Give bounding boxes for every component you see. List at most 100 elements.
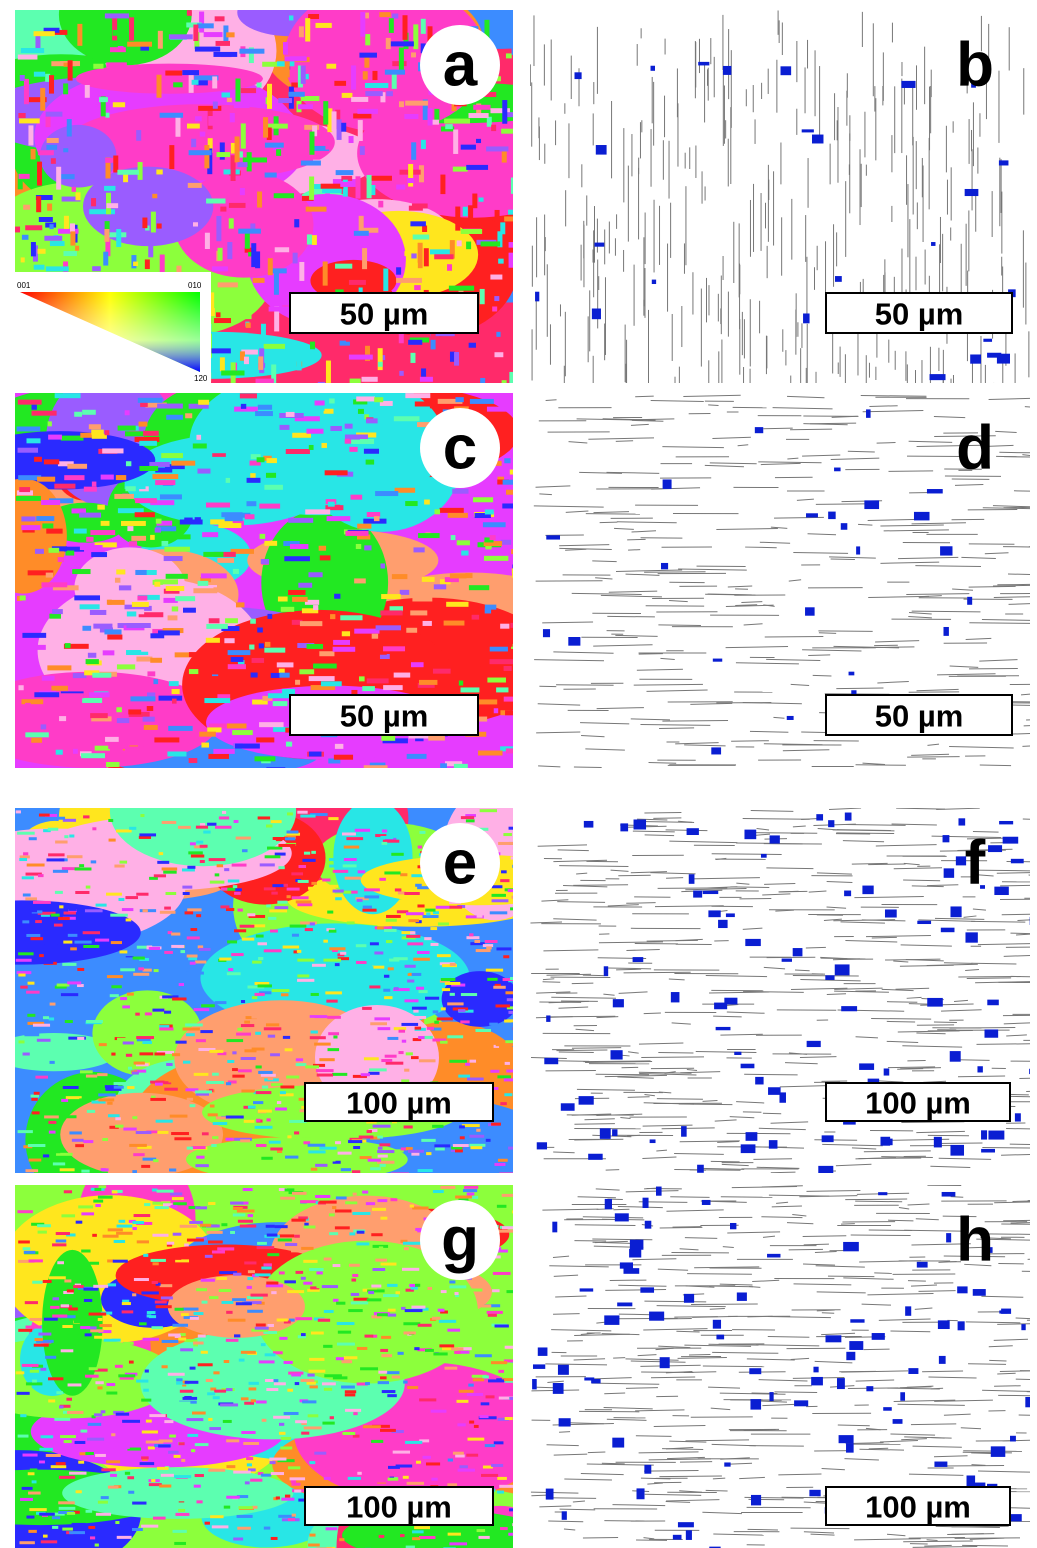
grain-streak xyxy=(63,941,72,944)
grain-streak xyxy=(247,1463,252,1466)
grain-streak xyxy=(155,480,175,485)
grain-streak xyxy=(353,1146,360,1149)
grain-streak xyxy=(153,679,158,684)
grain-streak xyxy=(151,212,156,233)
grain-streak xyxy=(135,512,155,517)
grain-streak xyxy=(342,1432,355,1435)
grain-streak xyxy=(435,1147,445,1150)
phase-spot xyxy=(981,1130,987,1139)
grain-streak xyxy=(75,246,79,251)
grain-streak xyxy=(277,1101,281,1104)
grain-streak xyxy=(105,737,119,742)
grain-streak xyxy=(392,1376,400,1379)
phase-spot xyxy=(663,479,672,488)
grain-streak xyxy=(184,1479,195,1482)
phase-spot xyxy=(905,1306,911,1315)
grain-streak xyxy=(321,443,326,448)
grain-streak xyxy=(374,1017,390,1020)
grain-streak xyxy=(43,1016,49,1019)
grain-streak xyxy=(149,947,160,950)
grain-streak xyxy=(362,248,367,269)
grain-streak xyxy=(223,1420,232,1423)
boundary xyxy=(989,1360,1006,1361)
grain-streak xyxy=(152,1281,158,1284)
grain xyxy=(83,167,213,246)
grain-streak xyxy=(174,1542,186,1545)
grain-streak xyxy=(384,929,397,932)
grain-streak xyxy=(257,1242,267,1245)
phase-spot xyxy=(538,1347,548,1355)
grain-streak xyxy=(255,251,260,268)
grain-streak xyxy=(357,929,367,932)
boundary xyxy=(872,937,897,938)
grain-streak xyxy=(504,458,510,463)
boundary xyxy=(747,1316,772,1317)
grain-streak xyxy=(129,827,136,830)
grain-streak xyxy=(18,952,33,955)
grain-streak xyxy=(191,1449,195,1452)
grain-streak xyxy=(180,1225,197,1228)
grain-streak xyxy=(487,978,497,981)
grain-streak xyxy=(265,642,270,647)
grain-streak xyxy=(95,1381,103,1384)
grain-streak xyxy=(141,1399,151,1402)
grain-streak xyxy=(334,81,346,86)
phase-spot xyxy=(686,1530,692,1540)
grain-streak xyxy=(509,1397,526,1400)
grain-streak xyxy=(447,264,452,271)
boundary xyxy=(931,1388,943,1389)
grain-streak xyxy=(47,138,59,143)
grain-streak xyxy=(472,615,480,620)
phase-spot xyxy=(958,818,965,825)
grain-streak xyxy=(143,431,159,436)
phase-spot xyxy=(741,1144,756,1153)
grain-streak xyxy=(278,597,288,602)
grain-streak xyxy=(283,1036,290,1039)
grain-streak xyxy=(350,435,360,440)
grain-streak xyxy=(147,1311,156,1314)
grain-streak xyxy=(114,1086,124,1089)
phase-spot xyxy=(991,1446,1005,1457)
grain-streak xyxy=(341,1386,355,1389)
grain-streak xyxy=(500,624,509,629)
grain-streak xyxy=(27,864,45,867)
phase-spot xyxy=(908,1368,918,1374)
grain-streak xyxy=(101,1468,115,1471)
grain-streak xyxy=(196,1039,206,1042)
grain-streak xyxy=(150,658,162,663)
grain-streak xyxy=(266,473,276,478)
grain-streak xyxy=(382,842,388,845)
grain-streak xyxy=(411,253,416,258)
grain-streak xyxy=(128,1491,134,1494)
grain-streak xyxy=(412,973,422,976)
phase-spot xyxy=(629,1249,641,1258)
grain-streak xyxy=(498,1370,504,1373)
grain-streak xyxy=(189,758,198,763)
grain-streak xyxy=(74,1320,84,1323)
grain-streak xyxy=(479,1415,488,1418)
phase-spot xyxy=(693,891,702,898)
grain-streak xyxy=(279,1271,285,1274)
boundary xyxy=(1029,546,1037,547)
grain-streak xyxy=(506,490,515,495)
scale-bar-text: 100 µm xyxy=(865,1490,971,1525)
grain-streak xyxy=(510,470,528,475)
grain-streak xyxy=(505,1062,510,1065)
grain-streak xyxy=(506,1070,519,1073)
boundary xyxy=(861,396,927,397)
grain-streak xyxy=(258,942,267,945)
grain-streak xyxy=(353,1435,360,1438)
grain-streak xyxy=(32,411,57,416)
grain-streak xyxy=(328,1032,339,1035)
grain-streak xyxy=(114,1082,127,1085)
grain-streak xyxy=(478,751,502,756)
grain-streak xyxy=(487,407,507,412)
grain-streak xyxy=(357,899,363,902)
grain-streak xyxy=(85,1375,99,1378)
grain-streak xyxy=(402,1268,419,1271)
grain-streak xyxy=(224,868,229,871)
grain-streak xyxy=(381,594,401,599)
phase-spot xyxy=(1011,859,1024,863)
grain-streak xyxy=(64,1190,72,1193)
boundary xyxy=(602,1463,625,1464)
